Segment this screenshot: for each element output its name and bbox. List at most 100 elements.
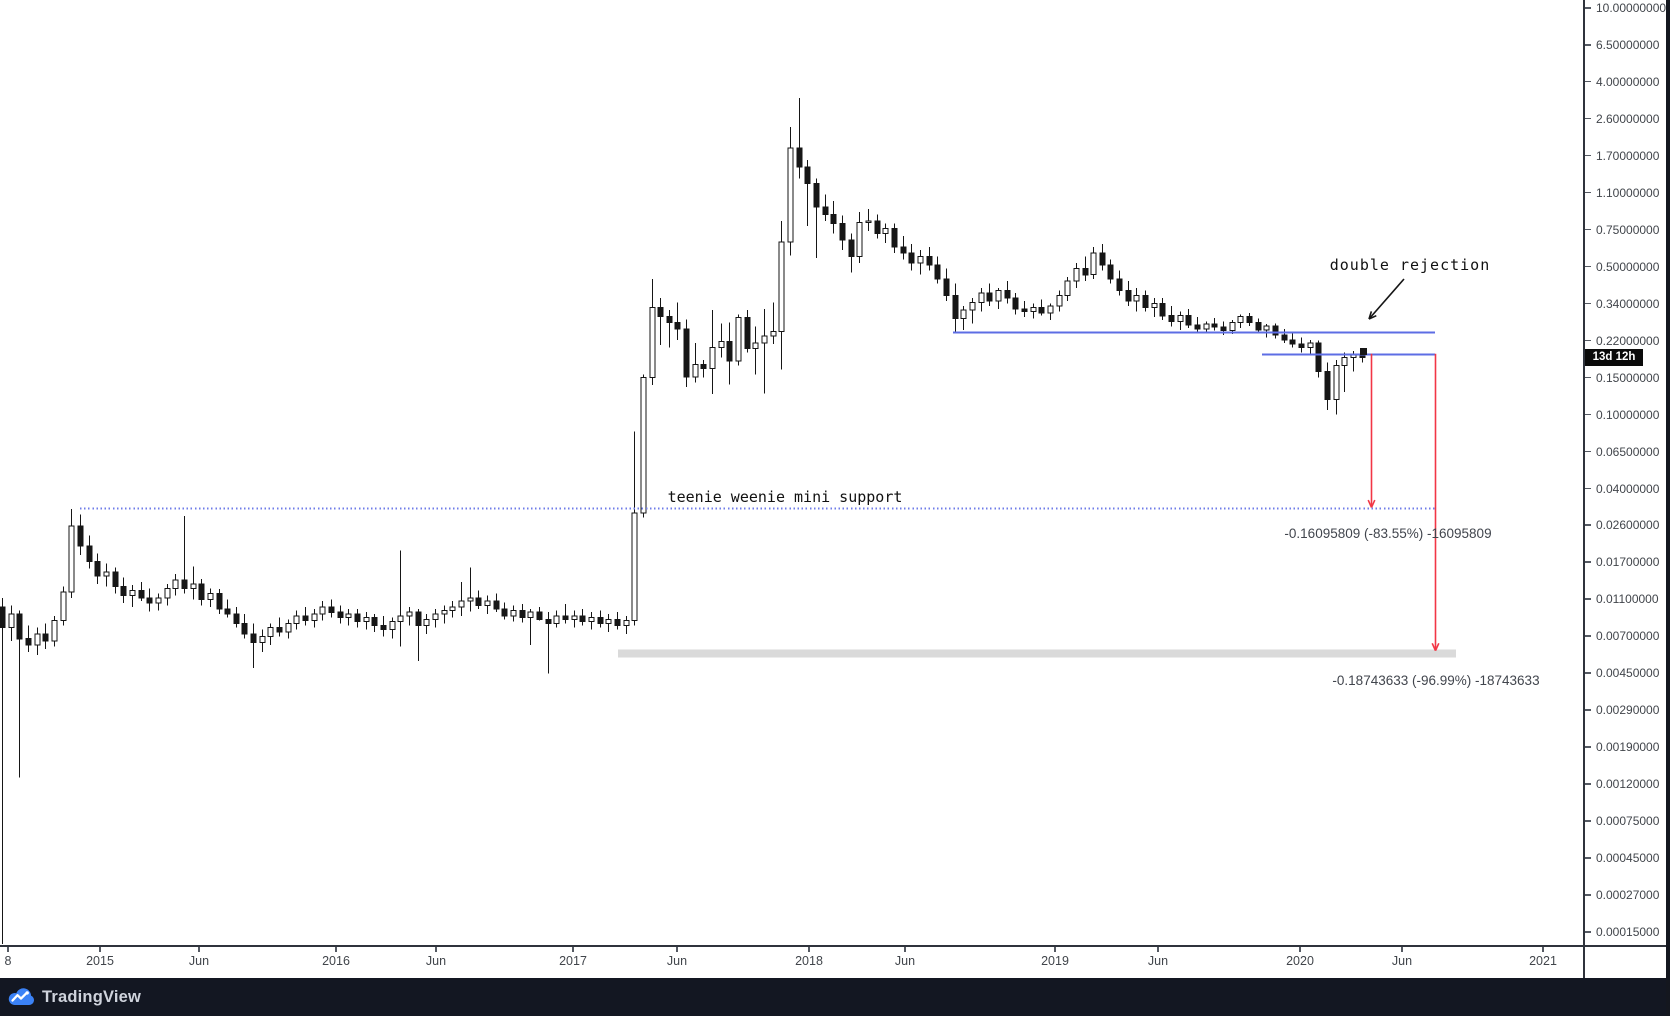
candle-body (822, 206, 829, 215)
time-tick-mark (335, 947, 337, 952)
candle-body (467, 597, 474, 602)
price-tick-mark (1585, 44, 1591, 46)
candle-body (259, 635, 266, 643)
time-axis-label: Jun (666, 954, 688, 968)
candle-body (207, 592, 214, 600)
time-axis-label: 8 (4, 954, 12, 968)
time-axis-label: 2016 (322, 954, 350, 968)
price-tick-label: 0.75000000 (1596, 222, 1660, 237)
candle-body (112, 571, 119, 588)
candle-body (1021, 308, 1028, 312)
candle-body (960, 309, 967, 320)
price-tick-label: 10.00000000 (1596, 1, 1667, 15)
candle-body (908, 252, 915, 264)
time-axis[interactable]: 8 2015 Jun 2016 Jun 2017 Jun 2018 Jun 2019 Jun 2020… (0, 945, 1583, 978)
candle-body (778, 241, 785, 333)
candle-body (1142, 295, 1149, 309)
candle-body (276, 627, 283, 633)
price-tick-label: 0.02600000 (1596, 518, 1660, 533)
candle-body (475, 597, 482, 606)
target-zone[interactable] (618, 649, 1456, 658)
price-tick: 0.34000000 (1585, 297, 1670, 311)
candle-body (1090, 252, 1097, 276)
price-tick: 0.50000000 (1585, 260, 1670, 274)
brand-name: TradingView (42, 987, 142, 1006)
price-tick-label: 0.10000000 (1596, 407, 1660, 422)
candle-body (1159, 303, 1166, 317)
chart-canvas[interactable]: double rejection teenie weenie mini supp… (0, 0, 1583, 945)
candle-body (839, 223, 846, 241)
candle-body (770, 331, 777, 337)
candle-body (1064, 280, 1071, 297)
candle-body (1116, 278, 1123, 292)
candle-body (1099, 252, 1106, 266)
price-tick-mark (1585, 487, 1591, 489)
price-tick-label: 0.06500000 (1596, 444, 1660, 459)
candle-body (1151, 303, 1158, 309)
candle-body (1211, 323, 1218, 328)
price-tick: 0.00015000 (1585, 925, 1670, 939)
candle-body (614, 619, 621, 626)
time-tick-mark (676, 947, 678, 952)
arrow-head (1367, 499, 1373, 508)
candle-body (181, 579, 188, 589)
candle-body (1133, 295, 1140, 302)
measure-label-1[interactable]: -0.16095809 (-83.55%) -16095809 (1284, 526, 1492, 541)
candle-body (623, 619, 630, 626)
candle-body (285, 622, 292, 633)
candle-body (1168, 315, 1175, 323)
candle-body (882, 228, 889, 234)
annotation-teenie-weenie-support[interactable]: teenie weenie mini support (667, 488, 903, 506)
arrow-head (1431, 642, 1437, 651)
measure-label-2[interactable]: -0.18743633 (-96.99%) -18743633 (1332, 673, 1540, 688)
candle-body (484, 600, 491, 607)
candle-body (1229, 322, 1236, 331)
candle-body (155, 597, 162, 604)
time-axis-label: 2018 (795, 954, 823, 968)
price-axis[interactable]: 13d 12h 10.00000000 6.50000000 4.00000000 2… (1583, 0, 1670, 978)
candle-body (371, 617, 378, 626)
price-tick-label: 0.00045000 (1596, 851, 1660, 866)
candle-body (415, 611, 422, 626)
price-tick-mark (1585, 265, 1591, 268)
footer-bar: TradingView (0, 978, 1670, 1016)
candle-body (1315, 342, 1322, 372)
candle-body (640, 377, 647, 514)
candle-body (319, 606, 326, 615)
candle-body (146, 597, 153, 604)
price-tick-mark (1585, 931, 1591, 933)
candle-body (1073, 268, 1080, 282)
candle-body (501, 608, 508, 617)
candle-body (1324, 370, 1331, 400)
arrow-head (1370, 499, 1376, 508)
candle-body (138, 590, 145, 599)
price-tick-label: 0.00120000 (1596, 777, 1660, 792)
price-tick-mark (1585, 154, 1591, 157)
candle-body (744, 317, 751, 349)
candle-body (1341, 356, 1348, 367)
price-tick-label: 1.70000000 (1596, 148, 1660, 163)
price-tick: 0.00120000 (1585, 777, 1670, 791)
candle-body (164, 588, 171, 599)
time-axis-label: Jun (894, 954, 916, 968)
arrow-shaft[interactable] (1368, 278, 1405, 320)
candle-body (571, 615, 578, 620)
candle-body (1047, 305, 1054, 314)
candle-body (683, 328, 690, 378)
time-tick-mark (572, 947, 574, 952)
annotation-double-rejection[interactable]: double rejection (1329, 256, 1491, 274)
price-tick-label: 0.00700000 (1596, 629, 1660, 644)
price-tick: 0.01700000 (1585, 555, 1670, 569)
candle-body (666, 316, 673, 324)
candle-body (190, 583, 197, 590)
candle-body (1272, 325, 1279, 336)
candle-body (536, 611, 543, 621)
candle-body (94, 560, 101, 577)
price-tick-mark (1585, 672, 1591, 674)
time-axis-label: Jun (1391, 954, 1413, 968)
arrow-head (1434, 642, 1440, 651)
tradingview-logo[interactable]: TradingView (8, 978, 141, 1016)
time-tick-mark (904, 947, 906, 952)
candle-body (700, 363, 707, 369)
price-tick-mark (1585, 635, 1591, 637)
